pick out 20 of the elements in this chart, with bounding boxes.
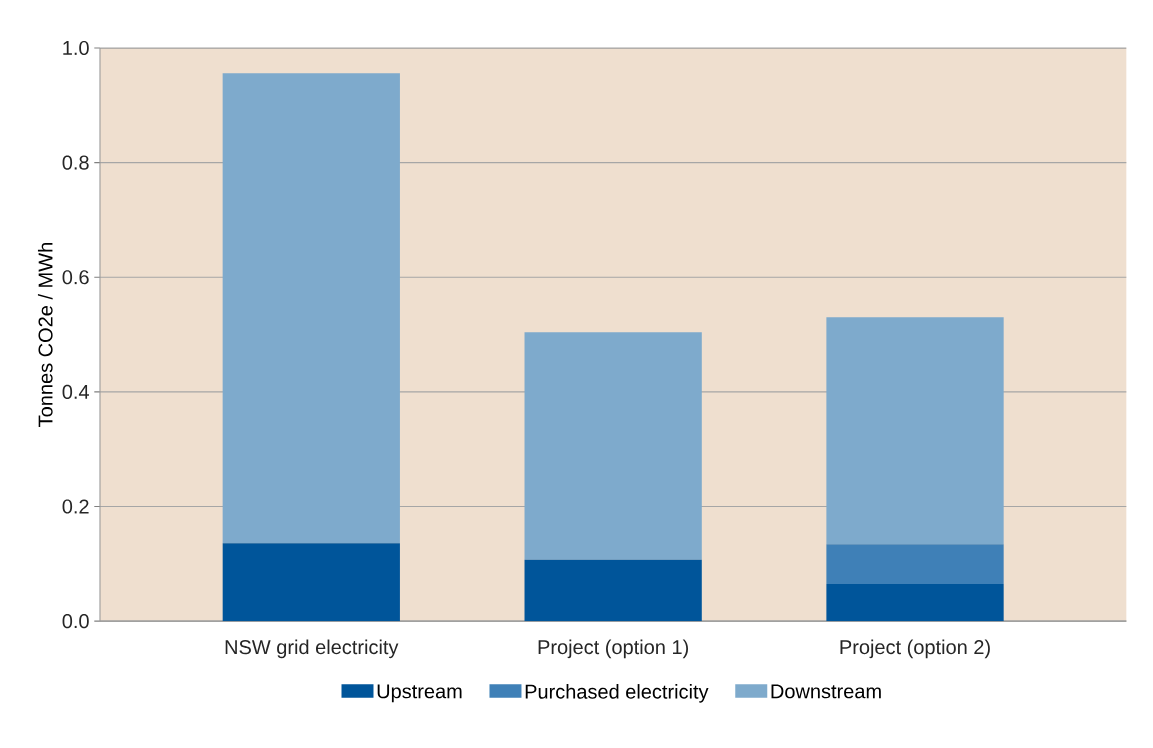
bar	[826, 317, 1004, 545]
bar	[222, 73, 400, 544]
legend-label: Purchased electricity	[525, 684, 709, 703]
y-tick-label: 0.4	[62, 384, 89, 400]
y-tick-label: 0.8	[62, 155, 89, 170]
x-tick-label: Project (option 1)	[538, 639, 688, 659]
bar	[826, 583, 1004, 622]
legend-label: Downstream	[771, 684, 881, 699]
x-tick-label: Project (option 2)	[840, 639, 990, 659]
y-axis-title: Tonnes CO2e / MWh	[37, 243, 53, 428]
y-tick-label: 0.6	[62, 270, 89, 285]
bar	[222, 543, 400, 622]
y-tick-label: 0.2	[62, 499, 89, 514]
y-tick-label: 1.0	[63, 41, 89, 56]
bar	[524, 559, 702, 622]
bar	[524, 332, 702, 560]
y-tick-label: 0.0	[62, 614, 89, 629]
legend-label: Upstream	[377, 684, 462, 703]
bar	[826, 544, 1004, 584]
x-tick-label: NSW grid electricity	[225, 639, 399, 659]
